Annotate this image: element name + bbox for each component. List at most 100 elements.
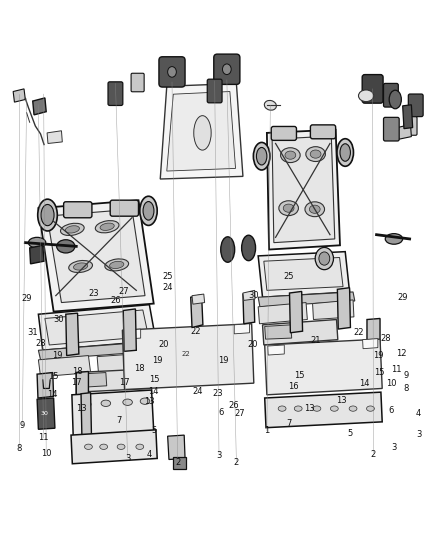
Text: 3: 3: [125, 454, 130, 463]
Ellipse shape: [281, 148, 300, 163]
Text: 22: 22: [191, 327, 201, 336]
Ellipse shape: [74, 263, 88, 270]
Text: 28: 28: [380, 334, 391, 343]
Text: 14: 14: [47, 390, 58, 399]
Ellipse shape: [123, 399, 132, 406]
Ellipse shape: [95, 221, 119, 233]
Polygon shape: [97, 353, 151, 373]
Polygon shape: [265, 339, 382, 395]
Text: 25: 25: [283, 271, 294, 280]
Text: 3: 3: [417, 430, 422, 439]
Text: 7: 7: [286, 419, 291, 429]
FancyBboxPatch shape: [207, 79, 222, 103]
Polygon shape: [39, 200, 154, 312]
Text: 27: 27: [119, 287, 130, 296]
Ellipse shape: [313, 406, 321, 411]
Text: 1: 1: [264, 426, 269, 435]
Polygon shape: [313, 300, 354, 319]
Polygon shape: [272, 136, 335, 243]
FancyBboxPatch shape: [131, 73, 144, 92]
Text: 20: 20: [247, 341, 258, 350]
Ellipse shape: [57, 240, 75, 253]
Polygon shape: [39, 356, 91, 377]
Text: 23: 23: [212, 389, 223, 398]
FancyBboxPatch shape: [110, 200, 138, 216]
Ellipse shape: [385, 233, 403, 244]
Ellipse shape: [265, 100, 276, 110]
Polygon shape: [47, 209, 145, 303]
Polygon shape: [47, 131, 62, 143]
Text: 17: 17: [119, 377, 130, 386]
Ellipse shape: [101, 400, 111, 407]
Ellipse shape: [41, 205, 54, 225]
Ellipse shape: [319, 252, 330, 265]
Polygon shape: [267, 130, 340, 249]
Text: 4: 4: [415, 409, 420, 418]
Text: 5: 5: [151, 426, 156, 435]
Text: 2: 2: [371, 450, 376, 459]
Polygon shape: [191, 295, 203, 327]
Ellipse shape: [315, 247, 333, 270]
Ellipse shape: [253, 142, 270, 170]
Text: 15: 15: [294, 370, 305, 379]
Polygon shape: [192, 294, 205, 304]
Polygon shape: [37, 398, 55, 429]
Polygon shape: [258, 252, 350, 297]
Ellipse shape: [60, 223, 84, 236]
FancyBboxPatch shape: [362, 75, 383, 103]
Ellipse shape: [143, 201, 154, 220]
Polygon shape: [33, 98, 46, 115]
Text: 19: 19: [374, 351, 384, 360]
Ellipse shape: [117, 444, 125, 449]
Ellipse shape: [310, 150, 321, 158]
Text: 13: 13: [336, 395, 347, 405]
Text: 10: 10: [386, 378, 397, 387]
Text: 8: 8: [16, 444, 21, 453]
Text: 2: 2: [234, 458, 239, 467]
Ellipse shape: [100, 444, 108, 449]
Text: 13: 13: [76, 404, 86, 413]
Polygon shape: [397, 124, 411, 139]
Text: 23: 23: [89, 288, 99, 297]
FancyBboxPatch shape: [404, 117, 417, 135]
Ellipse shape: [283, 204, 294, 212]
Text: 30: 30: [41, 411, 49, 416]
Ellipse shape: [100, 223, 114, 230]
Ellipse shape: [285, 151, 296, 159]
Text: 18: 18: [72, 367, 83, 376]
Ellipse shape: [340, 144, 350, 161]
Text: 30: 30: [248, 291, 259, 300]
Text: 24: 24: [192, 386, 202, 395]
Text: 12: 12: [396, 350, 406, 359]
Ellipse shape: [28, 237, 46, 248]
Polygon shape: [258, 292, 355, 307]
Polygon shape: [39, 305, 156, 350]
Polygon shape: [337, 288, 350, 329]
Bar: [173, 457, 186, 469]
Ellipse shape: [294, 406, 302, 411]
Polygon shape: [363, 338, 378, 349]
Text: 9: 9: [20, 421, 25, 430]
Ellipse shape: [305, 202, 325, 216]
Text: 28: 28: [35, 339, 46, 348]
FancyBboxPatch shape: [384, 117, 399, 141]
Polygon shape: [37, 373, 53, 398]
Text: 17: 17: [71, 377, 82, 386]
Text: 21: 21: [311, 336, 321, 345]
Text: 31: 31: [28, 328, 38, 337]
Ellipse shape: [278, 406, 286, 411]
Ellipse shape: [105, 259, 129, 271]
Text: 6: 6: [388, 406, 394, 415]
Text: 10: 10: [41, 449, 52, 458]
Ellipse shape: [309, 205, 320, 213]
Text: 15: 15: [374, 368, 385, 377]
Text: 3: 3: [216, 451, 222, 461]
Ellipse shape: [337, 139, 353, 166]
Text: 27: 27: [234, 409, 245, 418]
Text: 29: 29: [398, 293, 408, 302]
Polygon shape: [262, 319, 338, 345]
Polygon shape: [264, 257, 343, 290]
Text: 26: 26: [110, 296, 121, 305]
Polygon shape: [66, 313, 79, 356]
Polygon shape: [81, 393, 92, 437]
